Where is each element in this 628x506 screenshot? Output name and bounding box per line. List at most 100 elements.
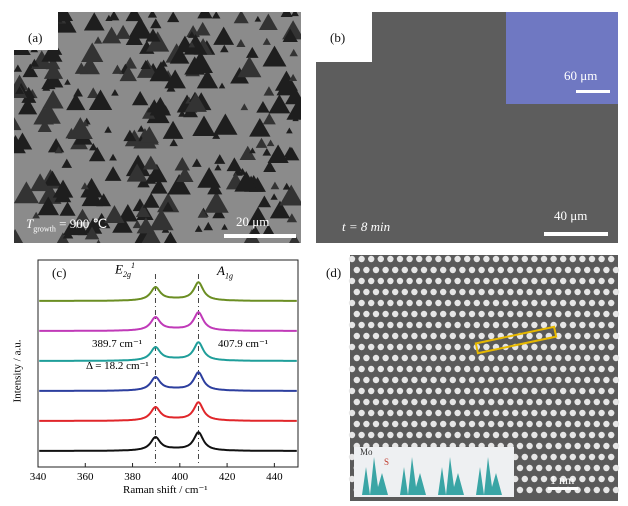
lattice-atom xyxy=(444,255,452,263)
lattice-atom xyxy=(444,343,452,351)
lattice-atom xyxy=(569,321,576,329)
lattice-atom xyxy=(588,475,596,483)
lattice-atom xyxy=(584,464,591,472)
inset-scalebar-label: 60 μm xyxy=(564,68,598,83)
lattice-atom xyxy=(459,376,466,384)
lattice-atom xyxy=(459,332,466,340)
panel-label-b: (b) xyxy=(316,12,372,62)
lattice-atom xyxy=(507,310,514,318)
lattice-atom xyxy=(444,321,452,329)
lattice-atom xyxy=(473,321,480,329)
triangle-flake xyxy=(89,142,98,151)
lattice-atom xyxy=(608,453,615,461)
lattice-atom xyxy=(464,409,471,417)
lattice-atom xyxy=(377,255,384,263)
lattice-atom xyxy=(459,288,466,296)
triangle-flake xyxy=(285,86,301,105)
triangle-flake xyxy=(191,158,202,167)
triangle-flake xyxy=(286,98,301,120)
lattice-atom xyxy=(588,299,596,307)
lattice-atom xyxy=(603,354,610,362)
lattice-atom xyxy=(353,420,360,428)
triangle-flake xyxy=(111,89,119,96)
lattice-atom xyxy=(416,277,423,285)
lattice-atom xyxy=(574,376,581,384)
lattice-atom xyxy=(478,266,485,274)
lattice-atom xyxy=(598,343,605,351)
triangle-flake xyxy=(147,12,158,18)
lattice-atom xyxy=(382,354,389,362)
lattice-atom xyxy=(560,277,567,285)
lattice-atom xyxy=(531,343,538,351)
lattice-atom xyxy=(440,288,447,296)
lattice-atom xyxy=(406,365,413,373)
lattice-atom xyxy=(396,409,404,417)
triangle-flake xyxy=(29,58,39,67)
triangle-flake xyxy=(214,164,222,171)
lattice-atom xyxy=(435,277,442,285)
lattice-atom xyxy=(440,398,447,406)
lattice-atom xyxy=(574,398,581,406)
lattice-atom xyxy=(598,453,605,461)
lattice-atom xyxy=(454,321,461,329)
x-tick-label: 380 xyxy=(124,471,141,483)
lattice-atom xyxy=(536,354,543,362)
lattice-atom xyxy=(584,266,591,274)
triangle-flake xyxy=(136,217,156,234)
triangle-flake xyxy=(176,166,194,183)
triangle-flake xyxy=(188,41,196,48)
lattice-atom xyxy=(478,288,485,296)
lattice-atom xyxy=(454,431,461,439)
lattice-atom xyxy=(387,299,394,307)
lattice-atom xyxy=(411,354,418,362)
lattice-atom xyxy=(368,299,375,307)
lattice-atom xyxy=(603,442,610,450)
lattice-atom xyxy=(502,387,509,395)
triangle-flake xyxy=(56,232,69,243)
triangle-flake xyxy=(240,103,249,111)
lattice-atom xyxy=(608,255,615,263)
lattice-atom xyxy=(550,299,557,307)
triangle-flake xyxy=(268,94,291,114)
lattice-atom xyxy=(512,277,519,285)
raman-series-line xyxy=(39,281,297,302)
lattice-atom xyxy=(368,343,375,351)
triangle-flake xyxy=(142,107,156,119)
lattice-atom xyxy=(569,299,576,307)
triangle-flake xyxy=(192,115,216,137)
lattice-atom xyxy=(555,376,562,384)
triangle-flake xyxy=(142,192,160,208)
triangles-micrograph xyxy=(14,12,301,243)
lattice-atom xyxy=(608,365,615,373)
lattice-atom xyxy=(560,431,567,439)
triangle-flake xyxy=(255,137,268,148)
triangle-flake xyxy=(15,86,25,94)
lattice-atom xyxy=(536,486,543,494)
lattice-atom xyxy=(387,321,394,329)
lattice-atom xyxy=(536,288,543,296)
lattice-atom xyxy=(526,332,533,340)
triangle-flake xyxy=(214,154,226,164)
lattice-atom xyxy=(516,442,524,450)
lattice-atom xyxy=(564,354,572,362)
panel-label-d: (d) xyxy=(326,265,342,280)
triangle-flake xyxy=(262,148,272,156)
lattice-atom xyxy=(564,420,572,428)
triangle-flake xyxy=(188,51,213,73)
lattice-atom xyxy=(598,365,605,373)
lattice-atom xyxy=(478,332,485,340)
lattice-atom xyxy=(358,409,365,417)
lattice-atom xyxy=(512,365,519,373)
lattice-atom xyxy=(449,332,456,340)
triangle-flake xyxy=(88,146,106,162)
lattice-atom xyxy=(584,420,591,428)
lattice-atom xyxy=(454,299,461,307)
lattice-atom xyxy=(521,277,528,285)
lattice-atom xyxy=(512,409,519,417)
lattice-atom xyxy=(411,266,418,274)
lattice-atom xyxy=(430,398,437,406)
lattice-atom xyxy=(598,277,605,285)
triangle-flake xyxy=(249,147,256,154)
inset-s-label: S xyxy=(384,457,390,467)
lattice-atom xyxy=(612,398,620,406)
